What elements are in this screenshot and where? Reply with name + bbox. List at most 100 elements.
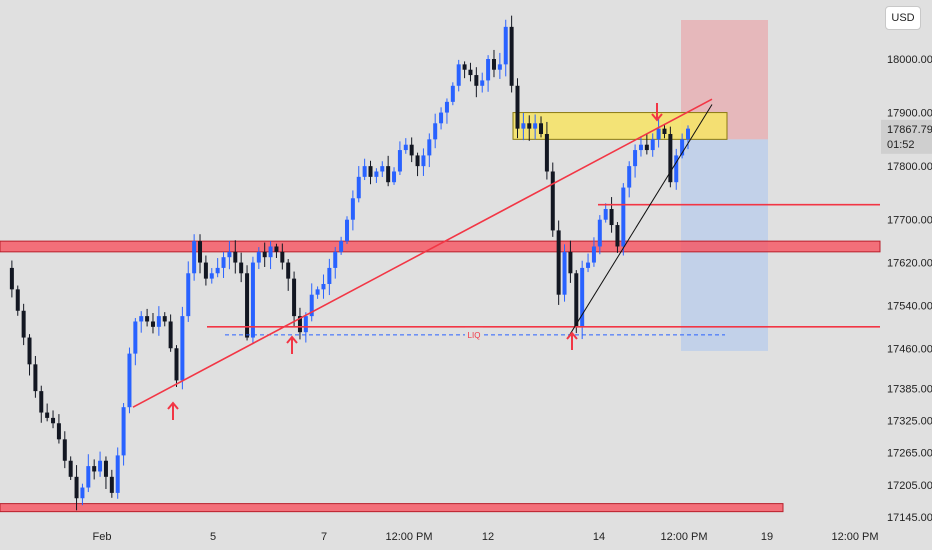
price-tick-label: 17620.00 [887,258,932,270]
candle-body [533,123,538,129]
candle-body [474,75,479,86]
candle-body [139,316,144,322]
time-tick-label: 7 [321,531,327,543]
down-arrow-1 [651,103,663,122]
candle-body [480,80,485,86]
candle-body [686,128,690,140]
candle-body [574,273,579,327]
candle-body [421,155,426,167]
candle-body [15,289,20,311]
candle-body [215,267,220,274]
candle-body [209,273,214,279]
zones-layer [0,20,881,513]
price-tick-label: 17145.00 [887,512,932,524]
candle-body [527,123,532,129]
currency-button[interactable]: USD [885,6,921,30]
candle-body [556,230,561,295]
candle-body [292,278,297,317]
time-tick-label: 5 [210,531,216,543]
arrow-head [167,401,179,410]
candle-body [27,337,32,365]
candle-body [315,289,320,295]
candle-body [591,246,596,263]
candle-body [221,257,226,268]
price-tick-label: 17800.00 [887,161,932,173]
arrow-head [286,335,298,344]
candle-body [156,316,161,327]
candle-body [274,246,279,252]
time-tick-label: 12:00 PM [660,531,707,543]
price-tick-label: 17265.00 [887,448,932,460]
candle-body [521,123,526,129]
upper-support-zone [0,240,881,253]
candle-body [280,251,285,263]
candle-body [303,316,308,333]
candle-body [491,59,496,70]
candle-body [539,123,544,134]
candle-body [386,166,391,183]
candle-body [98,460,103,472]
candle-body [339,241,344,252]
candle-body [186,273,191,317]
candle-body [9,267,14,290]
candle-body [580,267,585,327]
axes-layer: 18000.00 17900.00 17800.00 17700.00 17620.00… [93,54,932,543]
candle-body [662,128,667,134]
candle-body [268,246,273,258]
candle-body [597,219,602,247]
candle-body [162,316,167,322]
liq-label: LIQ [468,331,481,340]
candle-body [115,455,120,493]
up-arrow-3 [566,331,578,350]
candle-body [56,423,61,440]
candle-body [409,144,414,156]
candle-body [192,241,197,274]
candle-body [415,155,420,167]
candle-body [227,251,232,258]
candle-body [503,26,508,65]
candle-body [586,262,591,268]
candle-body [92,466,97,472]
candle-body [550,171,555,231]
arrow-head [651,113,663,122]
candle-body [256,251,261,263]
price-tick-label: 17900.00 [887,108,932,120]
candle-body [127,353,132,408]
time-tick-label: 12 [482,531,494,543]
candle-body [250,262,255,338]
candle-body [603,208,608,220]
candle-body [403,144,408,151]
candle-body [515,85,520,129]
candle-body [262,251,267,258]
candle-body [433,123,438,140]
candle-body [450,85,455,102]
candle-body [39,391,44,413]
candle-body [356,176,361,199]
candle-body [109,476,114,493]
candle-body [462,64,467,70]
price-tick-label: 17700.00 [887,215,932,227]
candle-body [174,348,179,381]
candle-body [321,283,326,290]
candle-body [45,412,50,418]
current-price-label: 17867.79 [887,124,932,136]
price-tick-label: 17540.00 [887,300,932,312]
candle-body [638,144,643,151]
drawings-layer: LIQ [132,98,880,420]
candle-body [368,166,373,177]
bottom-support-zone [0,503,784,513]
liq-label-bg [465,327,483,341]
candle-body [362,166,367,177]
time-tick-label: Feb [93,531,112,543]
candle-body [621,187,626,247]
candle-body [509,26,514,86]
candles-layer [9,15,690,511]
candle-body [327,267,332,284]
candle-body [245,273,250,338]
candle-body [145,316,150,322]
candle-body [286,262,291,279]
candle-body [239,262,244,274]
price-tick-label: 17205.00 [887,480,932,492]
